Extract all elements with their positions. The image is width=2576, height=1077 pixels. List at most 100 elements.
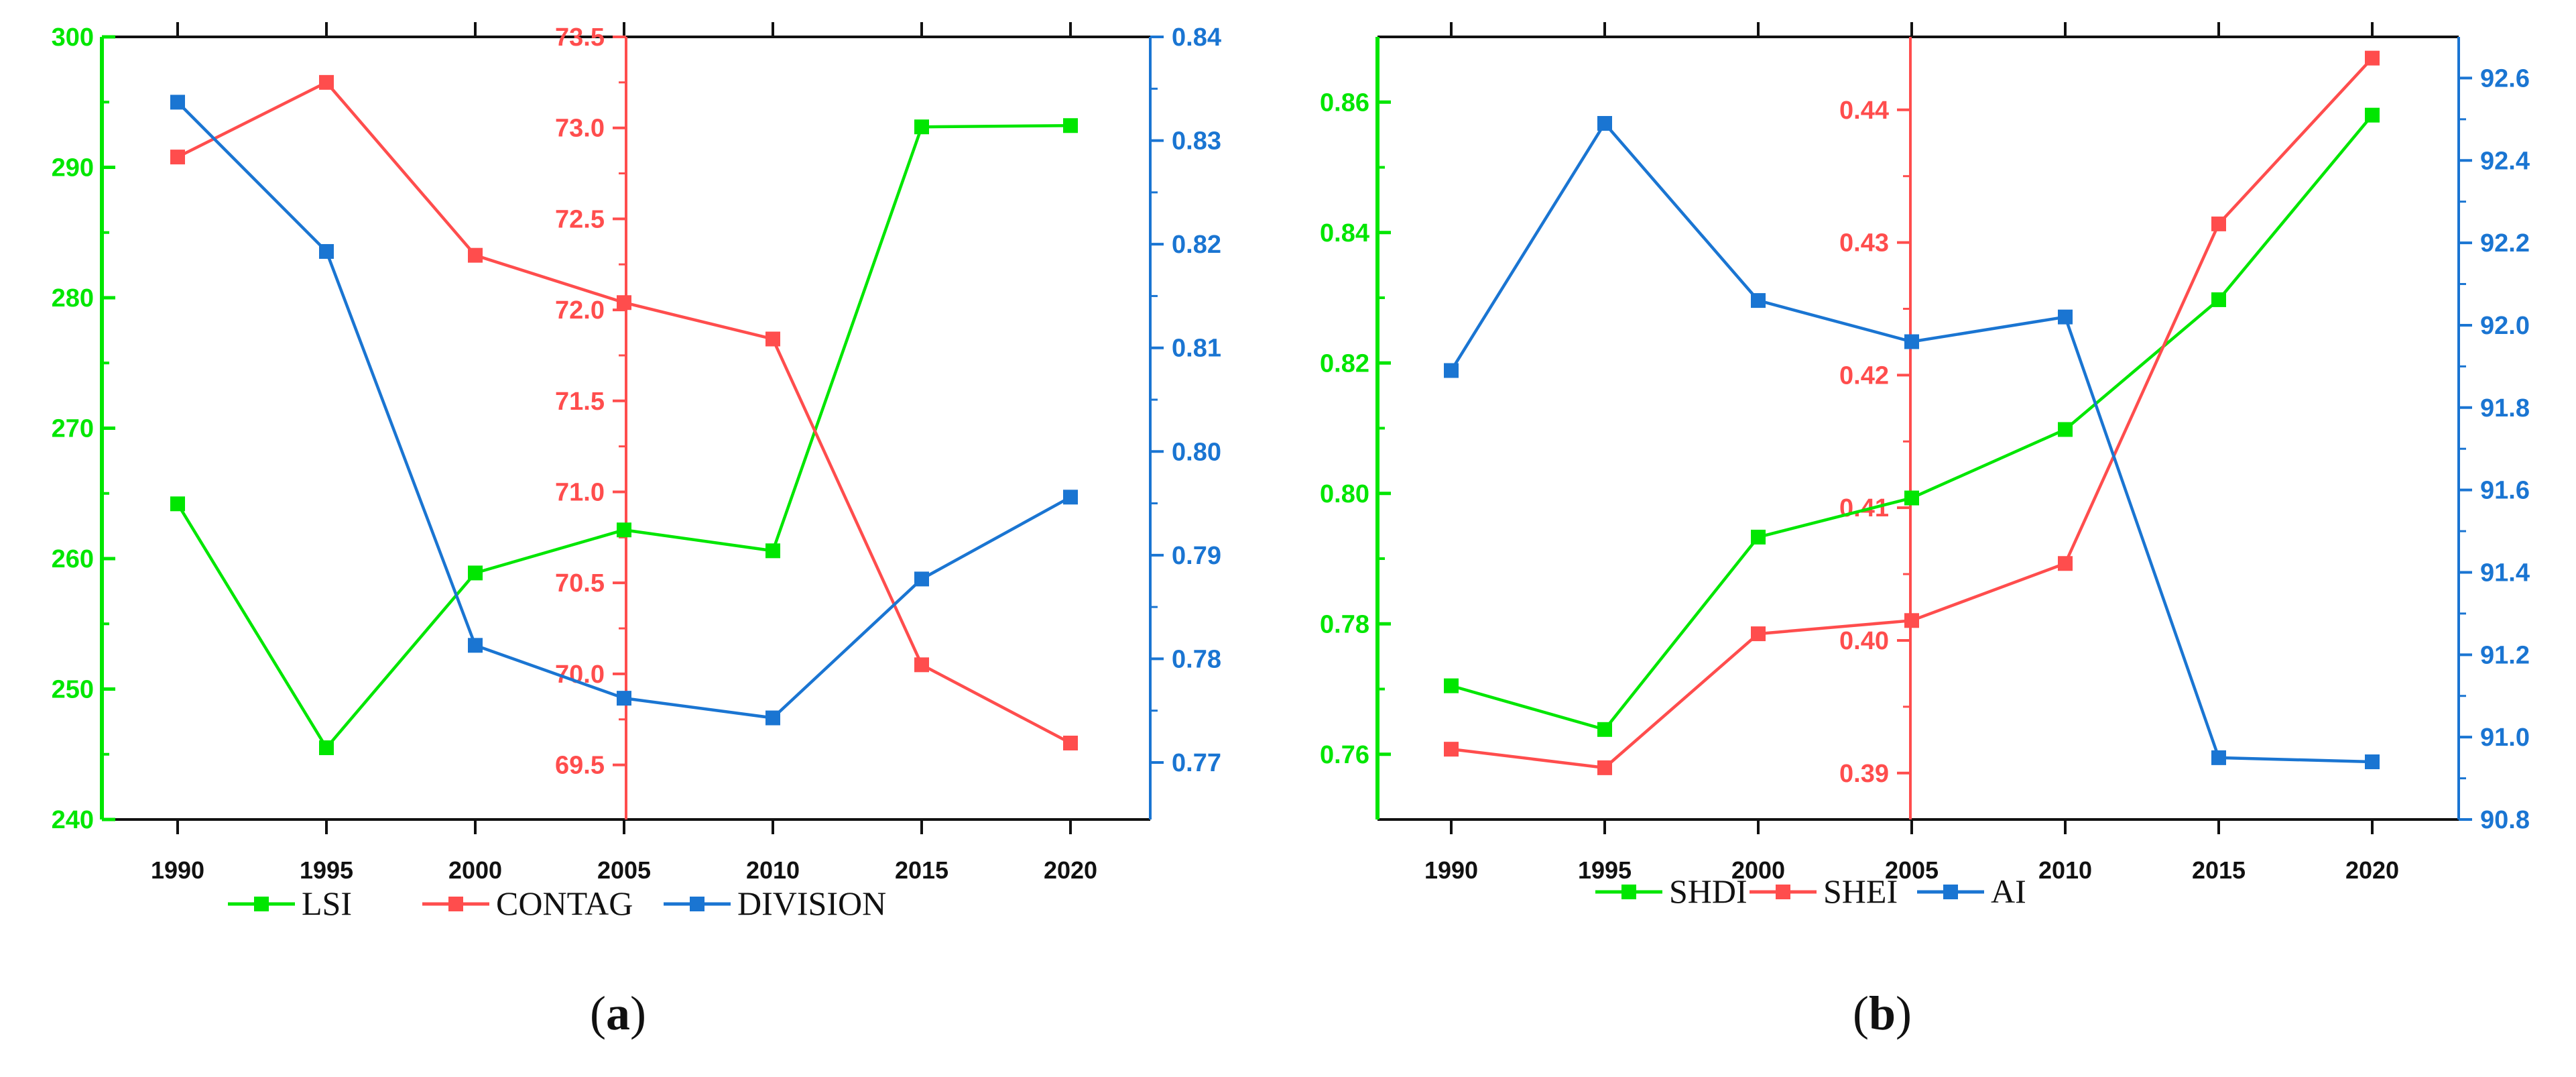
data-point-shdi: [1904, 490, 1919, 506]
left-y-tick-label: 290: [52, 154, 94, 182]
data-point-shdi: [2211, 292, 2226, 307]
data-point-shei: [1597, 760, 1612, 775]
data-point-ai: [1444, 363, 1459, 378]
right-y-tick-label: 0.81: [1172, 335, 1221, 363]
middle-y-tick-label: 73.0: [555, 115, 605, 143]
data-point-contag: [1063, 736, 1078, 751]
x-tick-label: 2020: [2345, 856, 2399, 884]
data-point-division: [468, 638, 483, 653]
caption-paren: ): [630, 986, 646, 1040]
middle-y-tick-label: 73.5: [555, 23, 605, 52]
x-tick-label: 2010: [746, 856, 800, 884]
middle-y-tick-label: 70.5: [555, 569, 605, 598]
left-y-tick-label: 240: [52, 806, 94, 834]
legend-marker-shdi: [1621, 885, 1636, 899]
left-y-tick-label: 0.76: [1320, 741, 1369, 769]
middle-y-tick-label: 0.44: [1839, 97, 1889, 125]
data-point-contag: [617, 295, 631, 310]
middle-y-tick-label: 69.5: [555, 752, 605, 780]
data-point-ai: [1904, 334, 1919, 349]
data-point-lsi: [319, 740, 334, 756]
data-point-lsi: [617, 522, 631, 538]
right-y-tick-label: 90.8: [2480, 806, 2530, 834]
x-tick-label: 2010: [2038, 856, 2092, 884]
right-y-tick-label: 92.6: [2480, 64, 2530, 93]
series-line-contag: [176, 80, 1072, 745]
caption-letter: a: [606, 986, 630, 1040]
x-tick-label: 2000: [448, 856, 502, 884]
left-y-tick-label: 250: [52, 676, 94, 704]
x-tick-label: 1990: [1424, 856, 1478, 884]
right-y-tick-label: 0.78: [1172, 645, 1221, 673]
data-point-division: [617, 691, 631, 706]
middle-y-tick-label: 0.43: [1839, 229, 1889, 258]
data-point-contag: [914, 657, 929, 673]
right-y-tick-label: 92.4: [2480, 147, 2530, 175]
left-y-tick-label: 0.82: [1320, 349, 1369, 378]
x-tick-label: 2020: [1044, 856, 1097, 884]
data-point-shei: [2365, 50, 2380, 66]
data-point-division: [914, 571, 929, 587]
right-y-tick-label: 0.84: [1172, 23, 1221, 52]
legend-label-ai: AI: [1991, 872, 2026, 910]
chart-panel-b: 1990 1995 2000 2005 2010 2015 2020 0.76 0.78 0.80…: [1320, 22, 2530, 1040]
left-y-tick-label: 0.84: [1320, 219, 1369, 247]
data-point-ai: [2058, 309, 2073, 325]
right-y-tick-label: 92.2: [2480, 229, 2530, 258]
chart-panel-a: 1990 1995 2000 2005 2010 2015 2020 240 250 260 270…: [52, 22, 1221, 1040]
data-point-division: [170, 95, 185, 110]
data-point-shei: [1444, 742, 1459, 757]
right-y-tick-label: 0.82: [1172, 231, 1221, 259]
data-point-contag: [765, 331, 780, 347]
data-point-division: [319, 243, 334, 259]
x-tick-label: 1995: [300, 856, 353, 884]
middle-y-tick-label: 70.0: [555, 661, 605, 689]
legend-label-shei: SHEI: [1823, 872, 1898, 910]
panel-caption: (b): [1853, 986, 1912, 1040]
x-tick-label: 1990: [151, 856, 204, 884]
right-y-tick-label: 0.80: [1172, 438, 1221, 466]
left-y-tick-label: 260: [52, 545, 94, 573]
x-tick-label: 2005: [597, 856, 651, 884]
x-tick-label: 2015: [2192, 856, 2246, 884]
right-y-tick-label: 0.83: [1172, 127, 1221, 156]
data-point-division: [765, 710, 780, 726]
data-point-shdi: [1751, 529, 1766, 545]
data-point-contag: [468, 247, 483, 263]
right-y-tick-label: 91.0: [2480, 724, 2530, 752]
middle-y-tick-label: 72.5: [555, 205, 605, 233]
data-point-shdi: [1444, 678, 1459, 693]
left-y-tick-label: 270: [52, 415, 94, 443]
legend-marker-division: [690, 897, 704, 911]
x-tick-label: 1995: [1578, 856, 1632, 884]
data-point-shdi: [2058, 422, 2073, 437]
data-point-shdi: [1597, 722, 1612, 737]
legend-marker-contag: [448, 897, 463, 911]
data-point-ai: [1751, 293, 1766, 308]
legend-label-division: DIVISION: [737, 885, 886, 922]
data-point-shdi: [2365, 107, 2380, 123]
middle-y-tick-label: 0.41: [1839, 494, 1889, 522]
x-tick-label: 2015: [895, 856, 948, 884]
data-point-lsi: [468, 565, 483, 581]
data-point-shei: [2058, 556, 2073, 571]
legend-marker-shei: [1776, 885, 1790, 899]
middle-y-tick-label: 0.39: [1839, 760, 1889, 788]
left-y-tick-label: 0.86: [1320, 89, 1369, 117]
data-point-contag: [319, 74, 334, 90]
data-point-lsi: [1063, 118, 1078, 133]
legend-label-lsi: LSI: [302, 885, 352, 922]
legend-label-contag: CONTAG: [496, 885, 633, 922]
left-y-tick-label: 0.78: [1320, 610, 1369, 638]
data-point-lsi: [765, 543, 780, 559]
data-point-contag: [170, 150, 185, 165]
legend-marker-ai: [1943, 885, 1958, 899]
data-point-division: [1063, 490, 1078, 505]
middle-y-tick-label: 0.42: [1839, 361, 1889, 390]
left-y-tick-label: 280: [52, 284, 94, 313]
x-tick-label: 2005: [1885, 856, 1939, 884]
middle-y-tick-label: 0.40: [1839, 627, 1889, 655]
left-y-tick-label: 0.80: [1320, 480, 1369, 508]
